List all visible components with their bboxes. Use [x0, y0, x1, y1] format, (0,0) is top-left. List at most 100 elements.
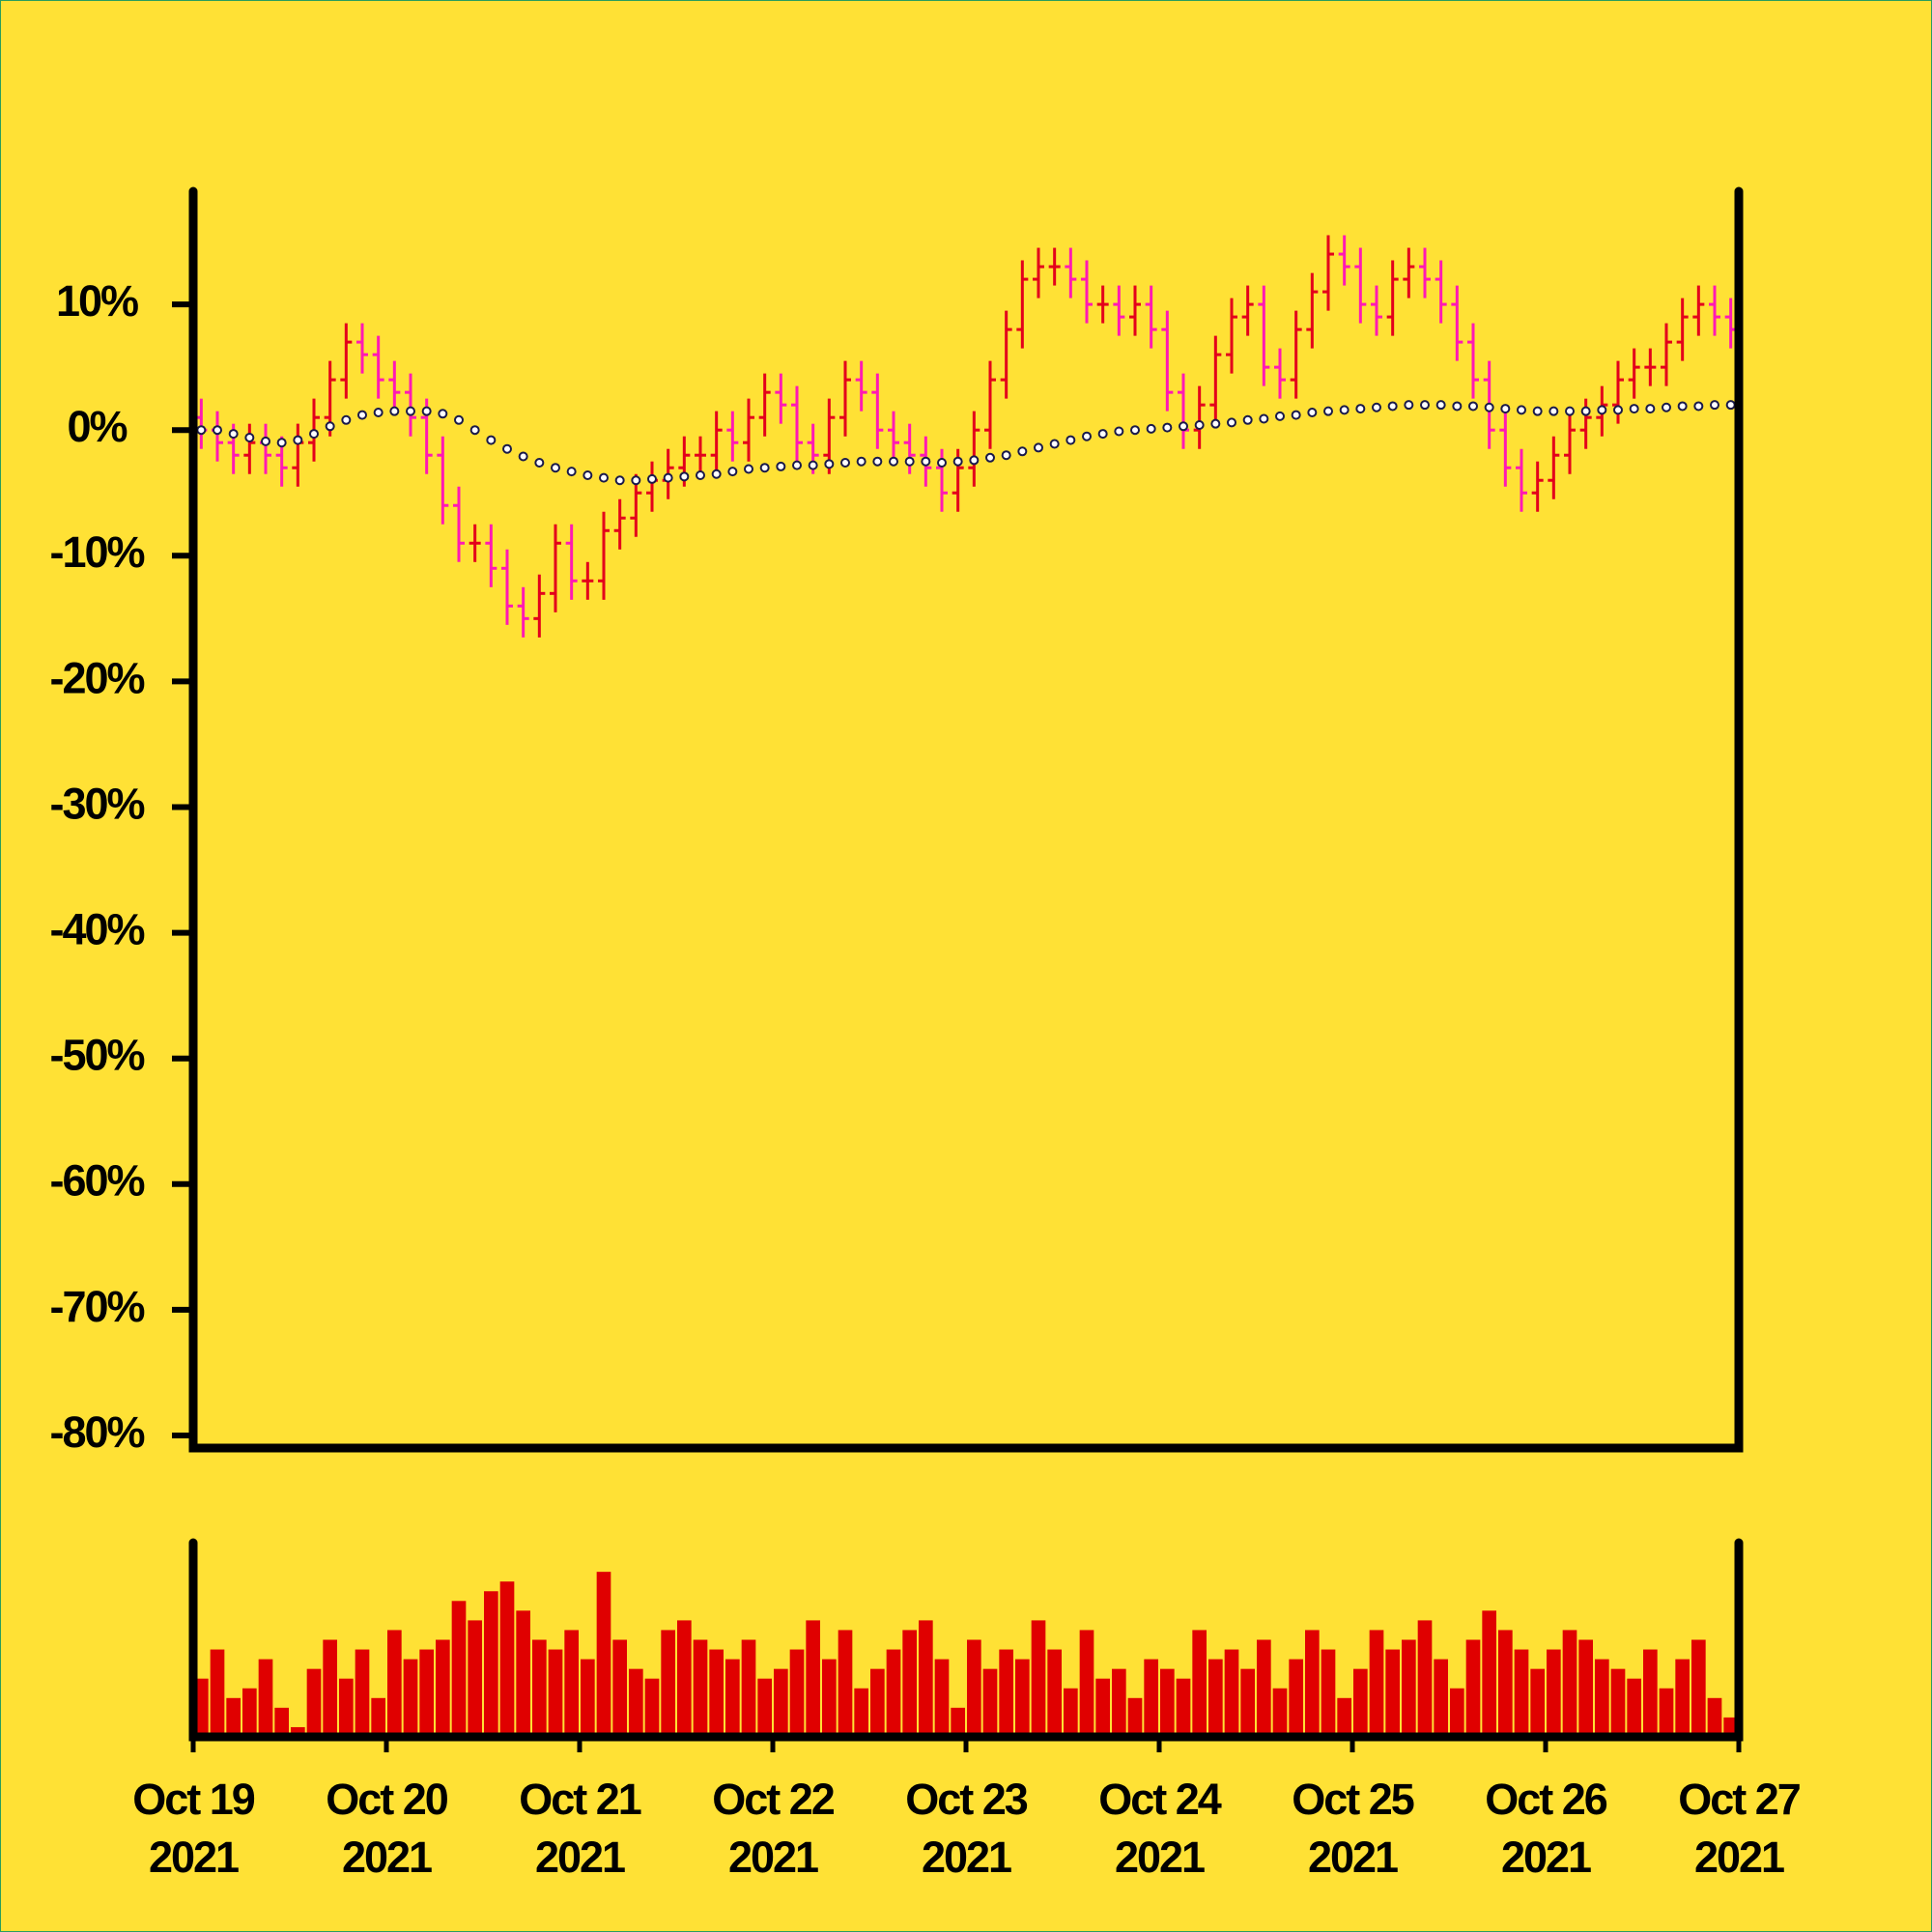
- ma-point: [1725, 400, 1736, 411]
- volume-bar: [1643, 1649, 1658, 1737]
- ma-point: [518, 451, 528, 462]
- volume-bar: [1627, 1678, 1641, 1737]
- volume-bar: [210, 1649, 225, 1737]
- volume-bar: [291, 1726, 305, 1737]
- volume-bar: [274, 1707, 289, 1737]
- volume-bar: [902, 1630, 917, 1737]
- volume-bar: [661, 1630, 675, 1737]
- ma-point: [985, 452, 995, 463]
- ma-point: [1404, 400, 1414, 411]
- volume-bar: [1610, 1668, 1626, 1737]
- ma-point: [889, 456, 898, 467]
- volume-bar: [1353, 1668, 1368, 1737]
- ma-point: [1227, 417, 1236, 428]
- volume-bar: [951, 1707, 965, 1737]
- ma-point: [389, 406, 400, 416]
- y-tick-label: -40%: [49, 904, 144, 953]
- volume-bar: [612, 1639, 627, 1737]
- x-tick-label-line: Oct 19: [132, 1775, 255, 1824]
- volume-bar: [822, 1659, 837, 1737]
- ma-point: [1034, 442, 1043, 453]
- volume-bar: [1208, 1659, 1223, 1737]
- volume-bar: [1224, 1649, 1239, 1737]
- ma-point: [647, 473, 657, 484]
- ma-point: [776, 461, 786, 471]
- volume-bar: [644, 1678, 660, 1737]
- ma-point: [1097, 429, 1108, 440]
- volume-bar: [436, 1639, 450, 1737]
- volume-bar: [1530, 1668, 1545, 1737]
- ma-point: [309, 429, 319, 440]
- ma-point: [293, 435, 303, 445]
- ma-point: [582, 470, 593, 481]
- volume-bar: [403, 1659, 418, 1737]
- y-tick-label: -20%: [49, 653, 144, 702]
- ma-point: [808, 460, 818, 470]
- ma-point: [1645, 404, 1656, 414]
- volume-bar: [581, 1659, 595, 1737]
- ma-point: [1548, 406, 1559, 416]
- ma-point: [1484, 402, 1494, 412]
- volume-bar: [387, 1630, 402, 1737]
- volume-bar: [1337, 1697, 1351, 1737]
- volume-bar: [258, 1659, 273, 1737]
- volume-bar: [516, 1610, 530, 1737]
- ma-point: [325, 421, 335, 432]
- ma-point: [1130, 425, 1140, 436]
- ma-point: [551, 463, 560, 473]
- ma-point: [1355, 404, 1366, 414]
- volume-bar: [596, 1572, 611, 1737]
- ma-point: [469, 425, 480, 436]
- volume-bar: [919, 1620, 933, 1737]
- x-tick-label: Oct 19 2021: [132, 1775, 255, 1882]
- volume-bar: [1547, 1649, 1561, 1737]
- volume-bar: [1578, 1639, 1593, 1737]
- ma-point: [1242, 414, 1253, 425]
- y-tick-label: 0%: [67, 402, 127, 451]
- x-tick-label-line: 2021: [1694, 1833, 1784, 1882]
- ma-point: [599, 472, 609, 483]
- volume-bar: [1369, 1630, 1384, 1737]
- ma-point: [631, 475, 641, 486]
- ma-point: [486, 435, 497, 445]
- ma-point: [276, 438, 287, 448]
- volume-bar: [339, 1678, 354, 1737]
- y-tick-label: -60%: [49, 1156, 144, 1206]
- volume-bar: [194, 1678, 209, 1737]
- volume-bar: [484, 1591, 498, 1737]
- volume-bar: [306, 1668, 322, 1737]
- ma-point: [438, 409, 448, 419]
- volume-bar: [870, 1668, 885, 1737]
- ma-point: [1017, 446, 1028, 457]
- volume-bar: [999, 1649, 1013, 1737]
- ma-point: [614, 475, 625, 486]
- volume-bar: [934, 1659, 950, 1737]
- x-tick-label: Oct 23 2021: [905, 1775, 1028, 1882]
- volume-bar: [1240, 1668, 1255, 1737]
- ma-point: [921, 456, 931, 467]
- ma-point: [534, 458, 545, 469]
- volume-bar: [1402, 1639, 1416, 1737]
- volume-bar: [1192, 1630, 1207, 1737]
- volume-bar: [1064, 1688, 1078, 1737]
- ma-point: [1613, 405, 1623, 415]
- ma-point: [406, 406, 415, 416]
- x-tick-label-line: Oct 20: [326, 1775, 448, 1824]
- ma-point: [502, 443, 512, 454]
- y-tick-label: -70%: [49, 1282, 144, 1331]
- volume-bar: [548, 1649, 563, 1737]
- ma-point: [727, 467, 738, 477]
- ma-point: [261, 436, 270, 446]
- x-tick-label-line: Oct 22: [712, 1775, 835, 1824]
- volume-bar: [1095, 1678, 1110, 1737]
- ma-point: [679, 471, 690, 482]
- ma-point: [566, 467, 577, 477]
- volume-bar: [355, 1649, 370, 1737]
- ma-point: [1435, 400, 1446, 411]
- x-tick-label-line: 2021: [149, 1833, 239, 1882]
- x-tick-label-line: 2021: [922, 1833, 1011, 1882]
- volume-bar: [1707, 1697, 1722, 1737]
- volume-bar: [499, 1581, 515, 1737]
- ma-point: [1452, 401, 1463, 412]
